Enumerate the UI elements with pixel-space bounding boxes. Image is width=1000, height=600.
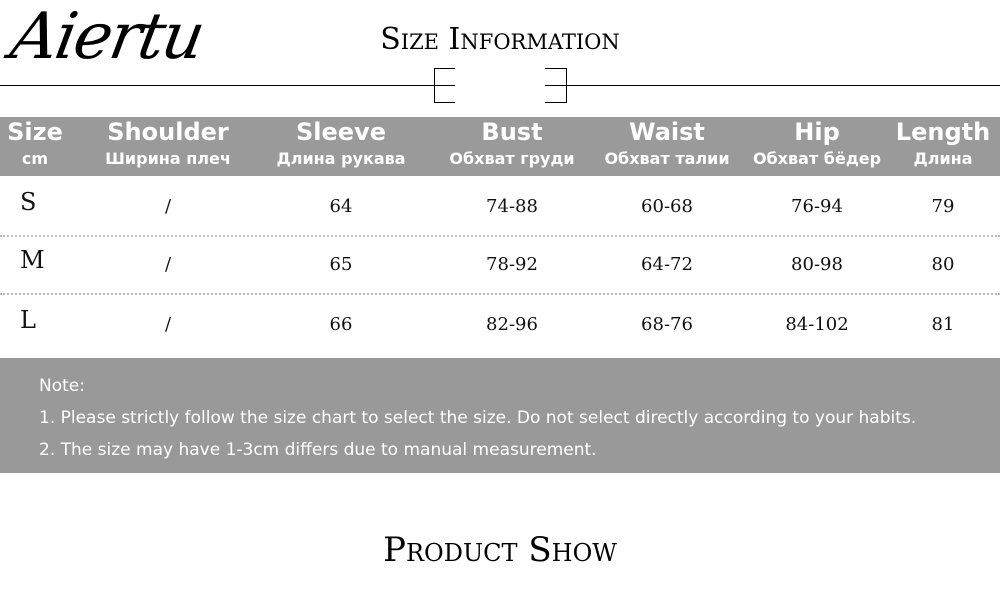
table-cell: 68-76 xyxy=(641,314,693,335)
column-sub: Длина рукава xyxy=(276,149,406,168)
table-cell: 60-68 xyxy=(641,196,693,217)
row-separator xyxy=(0,293,1000,295)
table-cell: 65 xyxy=(329,254,353,275)
table-cell: / xyxy=(164,254,172,275)
box-gap xyxy=(455,60,545,110)
column-sub: Обхват бёдер xyxy=(752,149,882,168)
table-cell: / xyxy=(164,196,172,217)
column-sub: Ширина плеч xyxy=(105,149,231,168)
column-sub: Обхват груди xyxy=(449,149,575,168)
table-cell: 82-96 xyxy=(486,314,538,335)
size-label: M xyxy=(20,246,45,274)
table-cell: 76-94 xyxy=(791,196,843,217)
column-sub: Обхват талии xyxy=(604,149,730,168)
table-cell: 64 xyxy=(329,196,353,217)
note-item: 2. The size may have 1-3cm differs due t… xyxy=(39,440,597,460)
column-name: Hip xyxy=(794,118,840,146)
table-cell: 74-88 xyxy=(486,196,538,217)
table-cell: 79 xyxy=(931,196,955,217)
column-name: Size xyxy=(7,118,63,146)
table-cell: 78-92 xyxy=(486,254,538,275)
column-name: Waist xyxy=(629,118,705,146)
table-cell: 84-102 xyxy=(785,314,849,335)
column-name: Shoulder xyxy=(107,118,229,146)
table-cell: 81 xyxy=(931,314,955,335)
column-name: Sleeve xyxy=(296,118,386,146)
note-label: Note: xyxy=(39,376,85,396)
title: Size Information xyxy=(380,22,620,57)
column-sub: Длина xyxy=(913,149,973,168)
size-label: L xyxy=(20,306,36,334)
table-header xyxy=(0,117,1000,176)
table-cell: 80-98 xyxy=(791,254,843,275)
section-title: Product Show xyxy=(383,530,617,570)
table-cell: / xyxy=(164,314,172,335)
note-item: 1. Please strictly follow the size chart… xyxy=(39,408,917,428)
notes-panel xyxy=(0,358,1000,473)
column-name: Length xyxy=(895,118,991,146)
column-name: Bust xyxy=(481,118,543,146)
table-cell: 80 xyxy=(931,254,955,275)
row-separator xyxy=(0,235,1000,237)
size-label: S xyxy=(20,188,37,216)
column-sub: cm xyxy=(21,149,49,168)
table-cell: 66 xyxy=(329,314,353,335)
table-cell: 64-72 xyxy=(641,254,693,275)
